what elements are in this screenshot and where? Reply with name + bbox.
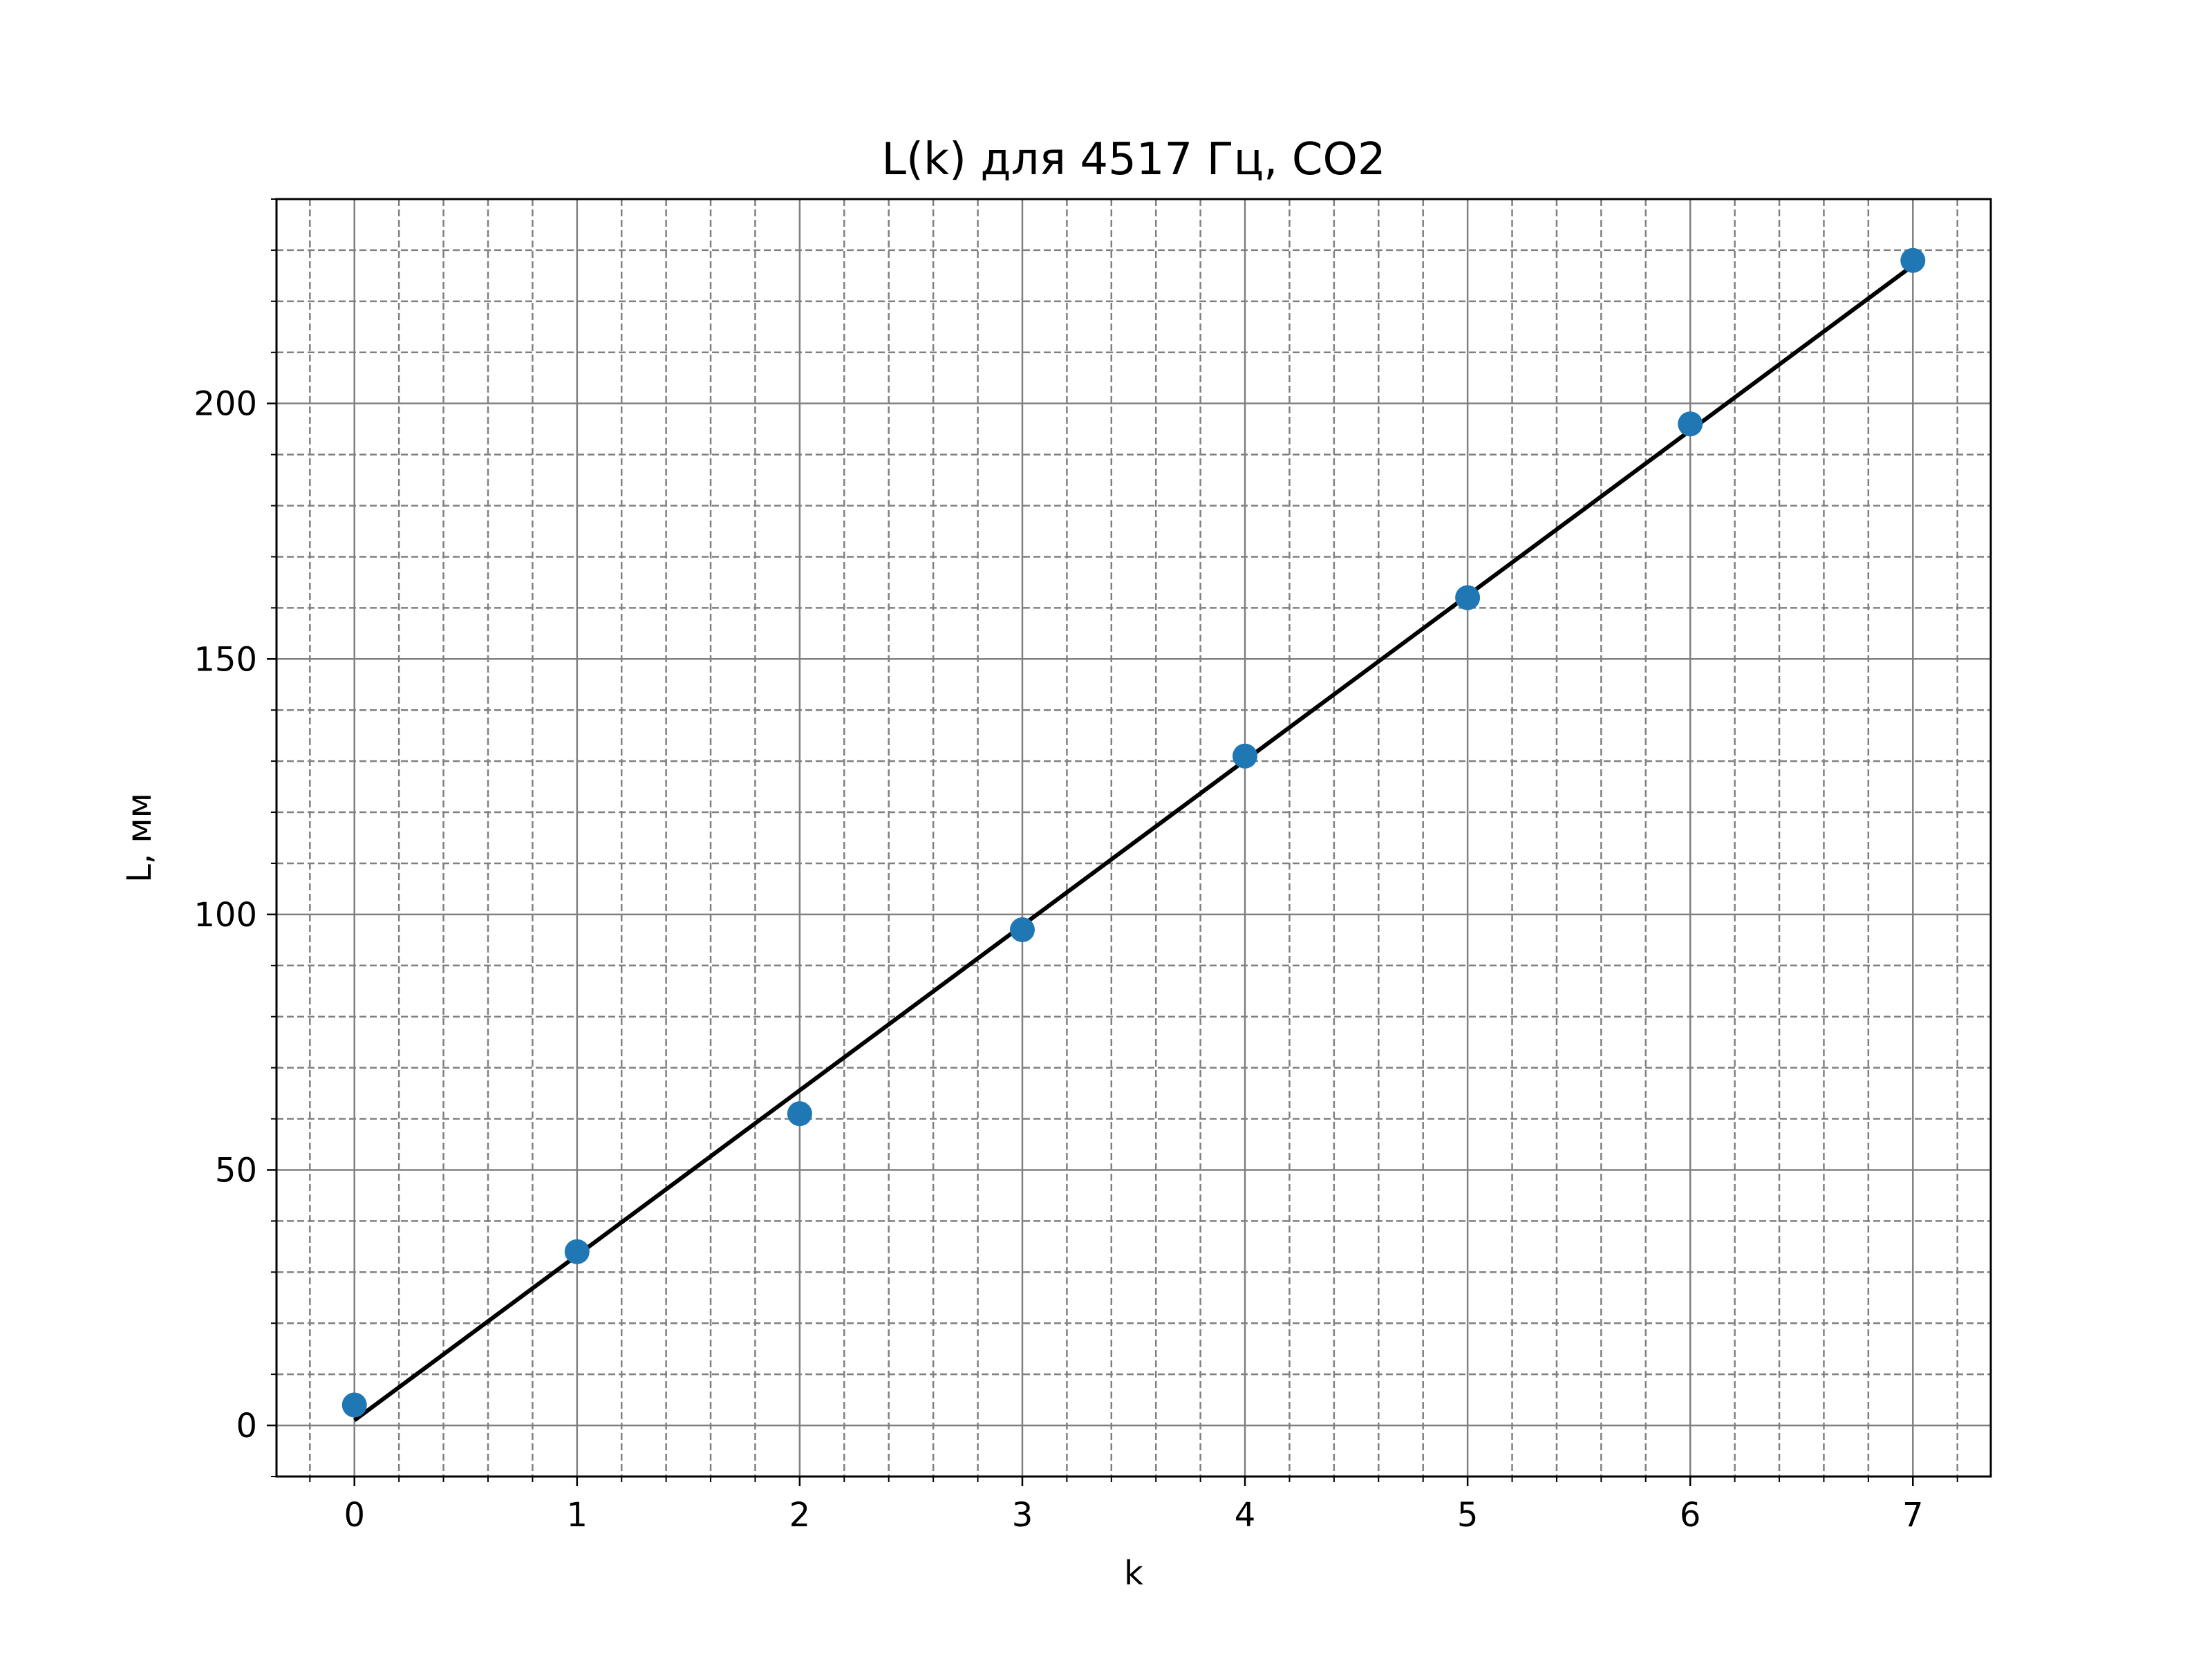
y-tick-label: 150 <box>194 640 257 679</box>
data-point <box>341 1392 367 1418</box>
x-tick-label: 0 <box>344 1496 365 1535</box>
x-tick-label: 6 <box>1680 1496 1701 1535</box>
x-tick-label: 3 <box>1012 1496 1033 1535</box>
y-axis-label: L, мм <box>120 793 159 883</box>
x-tick-label: 5 <box>1457 1496 1479 1535</box>
y-tick-label: 0 <box>236 1407 257 1445</box>
data-points-layer <box>341 247 1926 1418</box>
x-axis-label: k <box>1124 1554 1143 1593</box>
y-tick-label: 200 <box>194 385 257 424</box>
x-tick-label: 1 <box>567 1496 588 1535</box>
major-grid <box>276 199 1991 1477</box>
data-point <box>1678 411 1703 437</box>
plot-frame <box>275 198 1992 1478</box>
chart-title: L(k) для 4517 Гц, CO2 <box>881 134 1385 185</box>
y-tick-label: 50 <box>215 1151 257 1190</box>
data-point <box>1900 247 1926 273</box>
x-tick-label: 2 <box>789 1496 811 1535</box>
y-tick-label: 100 <box>194 896 257 935</box>
data-point <box>1455 585 1481 610</box>
data-point <box>564 1239 590 1264</box>
data-point <box>1232 743 1258 769</box>
data-point <box>1009 917 1035 943</box>
plot-area <box>276 199 1991 1477</box>
axis-ticks: 0 1 2 3 4 5 6 7 0 50 100 150 200 <box>194 198 1958 1535</box>
x-tick-label: 7 <box>1902 1496 1924 1535</box>
x-tick-label: 4 <box>1235 1496 1256 1535</box>
fit-line <box>353 263 1915 1423</box>
fit-line-layer <box>353 263 1915 1423</box>
data-point <box>787 1101 812 1127</box>
